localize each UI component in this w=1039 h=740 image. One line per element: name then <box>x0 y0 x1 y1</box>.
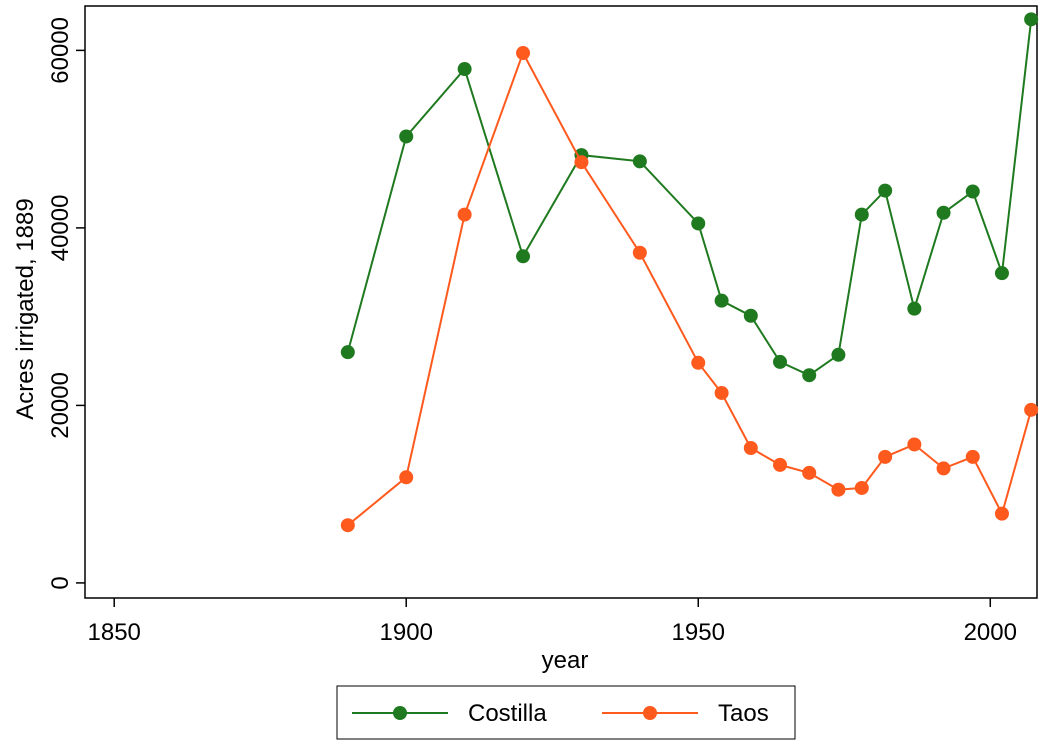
legend-label-costilla: Costilla <box>468 700 547 727</box>
data-point-costilla <box>994 266 1009 281</box>
data-point-taos <box>965 449 980 464</box>
data-point-taos <box>632 245 647 260</box>
data-point-costilla <box>516 249 531 264</box>
data-point-costilla <box>714 293 729 308</box>
data-point-taos <box>457 207 472 222</box>
data-point-costilla <box>802 368 817 383</box>
data-point-taos <box>854 480 869 495</box>
data-point-costilla <box>773 354 788 369</box>
legend-marker-costilla <box>393 706 407 720</box>
y-tick-label: 0 <box>47 576 74 589</box>
data-point-taos <box>936 461 951 476</box>
data-point-taos <box>802 465 817 480</box>
legend-items: Costilla Taos <box>352 700 769 727</box>
y-tick-label: 40000 <box>47 195 74 262</box>
data-point-taos <box>907 437 922 452</box>
data-point-costilla <box>1024 12 1039 27</box>
series-costilla <box>340 12 1039 383</box>
y-tick-label: 20000 <box>47 372 74 439</box>
legend: Costilla Taos <box>336 685 796 740</box>
legend-item-taos: Taos <box>602 700 769 727</box>
legend-marker-taos <box>643 706 657 720</box>
data-point-costilla <box>965 184 980 199</box>
x-tick-label: 1950 <box>672 619 725 646</box>
x-tick-label: 1850 <box>88 619 141 646</box>
data-point-costilla <box>907 301 922 316</box>
y-axis-title: Acres irrigated, 1889 <box>12 198 39 419</box>
data-point-taos <box>340 518 355 533</box>
y-tick-label: 60000 <box>47 17 74 84</box>
series-layer <box>340 12 1039 533</box>
data-point-taos <box>574 155 589 170</box>
data-point-taos <box>691 355 706 370</box>
data-point-costilla <box>457 62 472 77</box>
series-taos <box>340 46 1039 533</box>
data-point-costilla <box>743 308 758 323</box>
data-point-taos <box>831 482 846 497</box>
data-point-costilla <box>831 347 846 362</box>
data-point-costilla <box>632 154 647 169</box>
x-tick-label: 1900 <box>380 619 433 646</box>
y-axis: 0 20000 40000 60000 <box>47 17 85 590</box>
data-point-taos <box>773 457 788 472</box>
legend-item-costilla: Costilla <box>352 700 547 727</box>
data-point-costilla <box>691 216 706 231</box>
data-point-taos <box>743 441 758 456</box>
data-point-costilla <box>854 207 869 222</box>
data-point-taos <box>878 449 893 464</box>
legend-label-taos: Taos <box>718 700 769 727</box>
x-axis: 1850 1900 1950 2000 <box>88 598 1017 646</box>
data-point-taos <box>714 385 729 400</box>
data-point-taos <box>1024 402 1039 417</box>
data-point-taos <box>399 470 414 485</box>
x-tick-label: 2000 <box>964 619 1017 646</box>
data-point-costilla <box>936 205 951 220</box>
x-axis-title: year <box>542 647 589 674</box>
plot-area <box>84 5 1038 599</box>
data-point-costilla <box>878 183 893 198</box>
data-point-taos <box>994 506 1009 521</box>
data-point-taos <box>516 46 531 61</box>
data-point-costilla <box>399 129 414 144</box>
data-point-costilla <box>340 345 355 360</box>
